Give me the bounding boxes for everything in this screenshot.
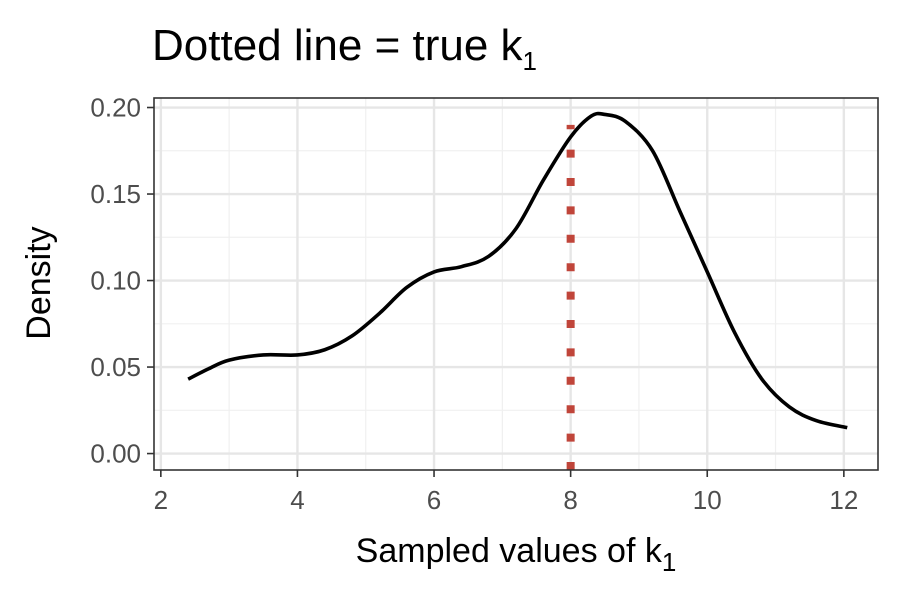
x-axis-label: Sampled values of k1 (356, 532, 677, 577)
y-axis-label: Density (20, 226, 58, 339)
x-tick-label: 2 (154, 485, 168, 515)
x-tick-label: 8 (563, 485, 577, 515)
panel-background (154, 98, 878, 470)
plot-panel: 2 4 6 8 10 12 0.00 0.05 0.10 0.15 0.20 (90, 93, 879, 515)
x-tick-label: 6 (427, 485, 441, 515)
panel-border (153, 97, 879, 471)
chart-title-subscript: 1 (523, 46, 537, 76)
x-tick-label: 10 (693, 485, 722, 515)
x-axis-label-subscript: 1 (662, 547, 676, 577)
density-curve (187, 111, 848, 430)
chart-title-main: Dotted line = true k (152, 21, 524, 70)
y-tick-label: 0.05 (90, 352, 141, 382)
x-tick-label: 12 (829, 485, 858, 515)
y-tick-label: 0.10 (90, 266, 141, 296)
x-tick-label: 4 (290, 485, 304, 515)
y-tick-label: 0.20 (90, 93, 141, 123)
y-tick-label: 0.00 (90, 439, 141, 469)
y-tick-label: 0.15 (90, 179, 141, 209)
x-axis-label-main: Sampled values of k (356, 532, 663, 570)
chart-title: Dotted line = true k1 (152, 21, 537, 76)
